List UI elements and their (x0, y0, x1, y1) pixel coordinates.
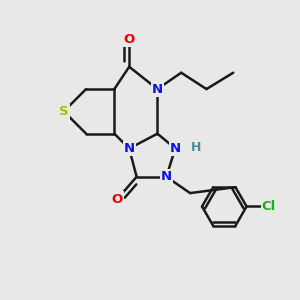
Text: Cl: Cl (262, 200, 276, 213)
Text: N: N (170, 142, 181, 155)
Text: S: S (59, 105, 69, 118)
Text: N: N (161, 170, 172, 183)
Text: O: O (112, 193, 123, 206)
Text: N: N (124, 142, 135, 155)
Text: O: O (124, 33, 135, 46)
Text: H: H (191, 140, 201, 154)
Text: N: N (152, 82, 163, 96)
